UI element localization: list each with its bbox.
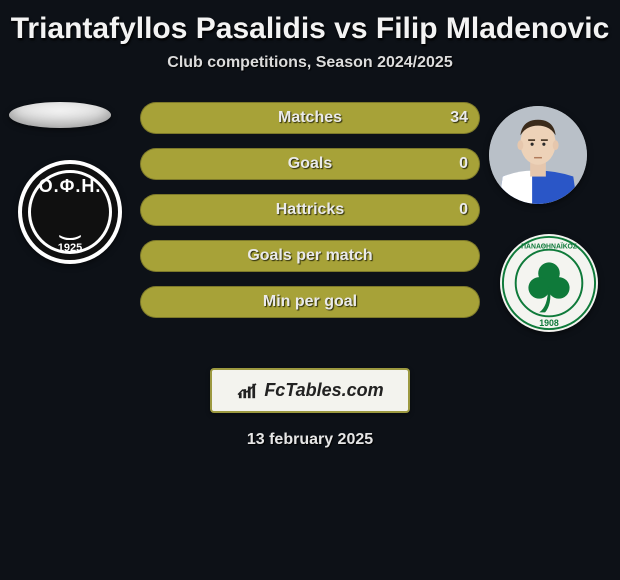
club-right-name-text: ΠΑΝΑΘΗΝΑΪΚΟΣ: [521, 243, 577, 251]
page-subtitle: Club competitions, Season 2024/2025: [0, 54, 620, 72]
stat-row-matches: Matches 34: [140, 102, 480, 134]
player-right-avatar: [489, 106, 587, 204]
page-title: Triantafyllos Pasalidis vs Filip Mladeno…: [0, 8, 620, 48]
stat-row-min-per-goal: Min per goal: [140, 286, 480, 318]
brand-badge[interactable]: FcTables.com: [210, 368, 409, 413]
date-text: 13 february 2025: [0, 431, 620, 449]
stat-value-right: 0: [459, 148, 468, 180]
comparison-card: Triantafyllos Pasalidis vs Filip Mladeno…: [0, 0, 620, 580]
stat-row-hattricks: Hattricks 0: [140, 194, 480, 226]
player-right-avatar-svg: [489, 106, 587, 204]
stat-row-goals-per-match: Goals per match: [140, 240, 480, 272]
club-right-badge-svg: ΠΑΝΑΘΗΝΑΪΚΟΣ 1908: [500, 234, 598, 332]
footer: FcTables.com 13 february 2025: [0, 368, 620, 449]
club-left-badge: Ο.Φ.Η. ⏝ 1925: [18, 160, 122, 264]
stat-value-right: 34: [450, 102, 468, 134]
stat-fill: [142, 104, 475, 132]
club-left-code: Ο.Φ.Η.: [18, 176, 122, 197]
player-left-avatar: [9, 102, 111, 128]
brand-text: FcTables.com: [264, 380, 383, 401]
stat-fill: [142, 150, 475, 178]
club-right-year-text: 1908: [539, 318, 559, 328]
club-left-arc: ⏝: [13, 217, 127, 240]
comparison-content: Ο.Φ.Η. ⏝ 1925: [0, 102, 620, 362]
stat-value-right: 0: [459, 194, 468, 226]
stat-fill: [142, 242, 475, 270]
club-right-badge: ΠΑΝΑΘΗΝΑΪΚΟΣ 1908: [500, 234, 598, 332]
brand-chart-icon: [236, 382, 258, 400]
stat-fill: [142, 288, 475, 316]
stat-bars: Matches 34 Goals 0 Hattricks 0: [140, 102, 480, 332]
stat-row-goals: Goals 0: [140, 148, 480, 180]
stat-fill: [142, 196, 475, 224]
club-left-year: 1925: [18, 242, 122, 254]
